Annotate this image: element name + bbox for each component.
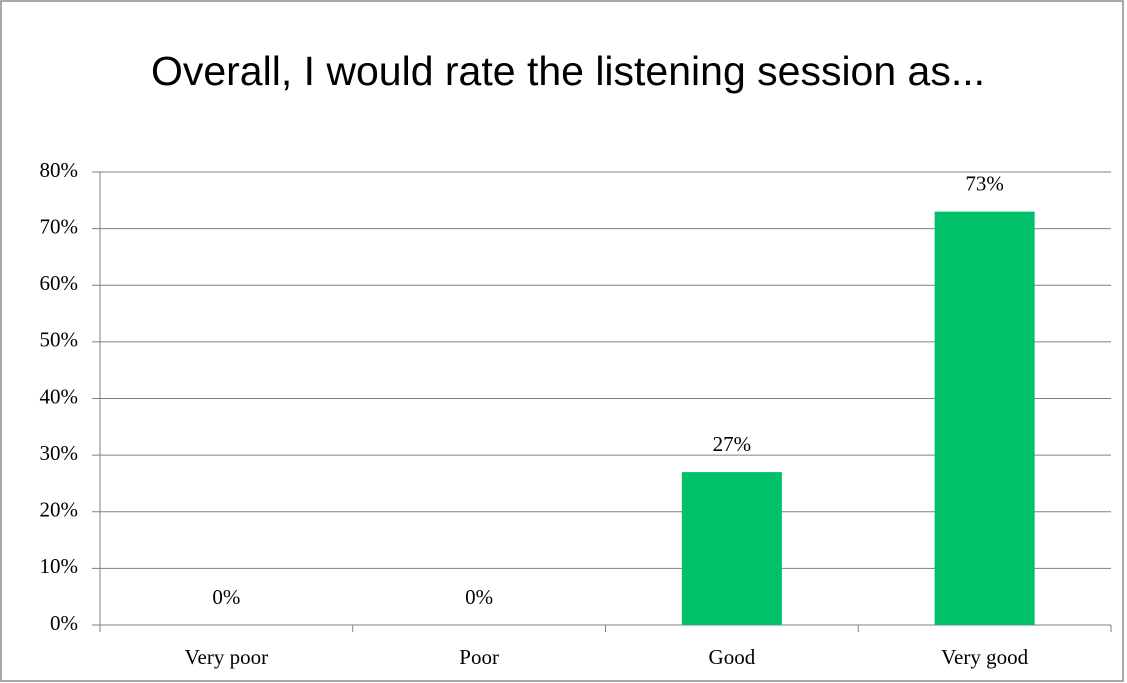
y-tick-label: 40%: [40, 384, 79, 408]
bar: [934, 211, 1035, 625]
value-label: 73%: [965, 171, 1004, 195]
x-tick-label: Poor: [459, 645, 499, 669]
x-tick-label: Very poor: [185, 645, 268, 669]
y-tick-label: 30%: [40, 441, 79, 465]
x-tick-label: Very good: [941, 645, 1028, 669]
x-tick-label: Good: [709, 645, 756, 669]
chart-title: Overall, I would rate the listening sess…: [150, 48, 986, 94]
y-tick-label: 60%: [40, 271, 79, 295]
y-tick-label: 0%: [50, 611, 78, 635]
value-label: 0%: [212, 585, 240, 609]
value-label: 0%: [465, 585, 493, 609]
y-tick-label: 50%: [40, 328, 79, 352]
y-tick-label: 10%: [40, 554, 79, 578]
y-tick-label: 20%: [40, 498, 79, 522]
value-label: 27%: [713, 432, 752, 456]
y-tick-label: 80%: [40, 158, 79, 182]
bar: [681, 472, 782, 625]
y-tick-label: 70%: [40, 214, 79, 238]
